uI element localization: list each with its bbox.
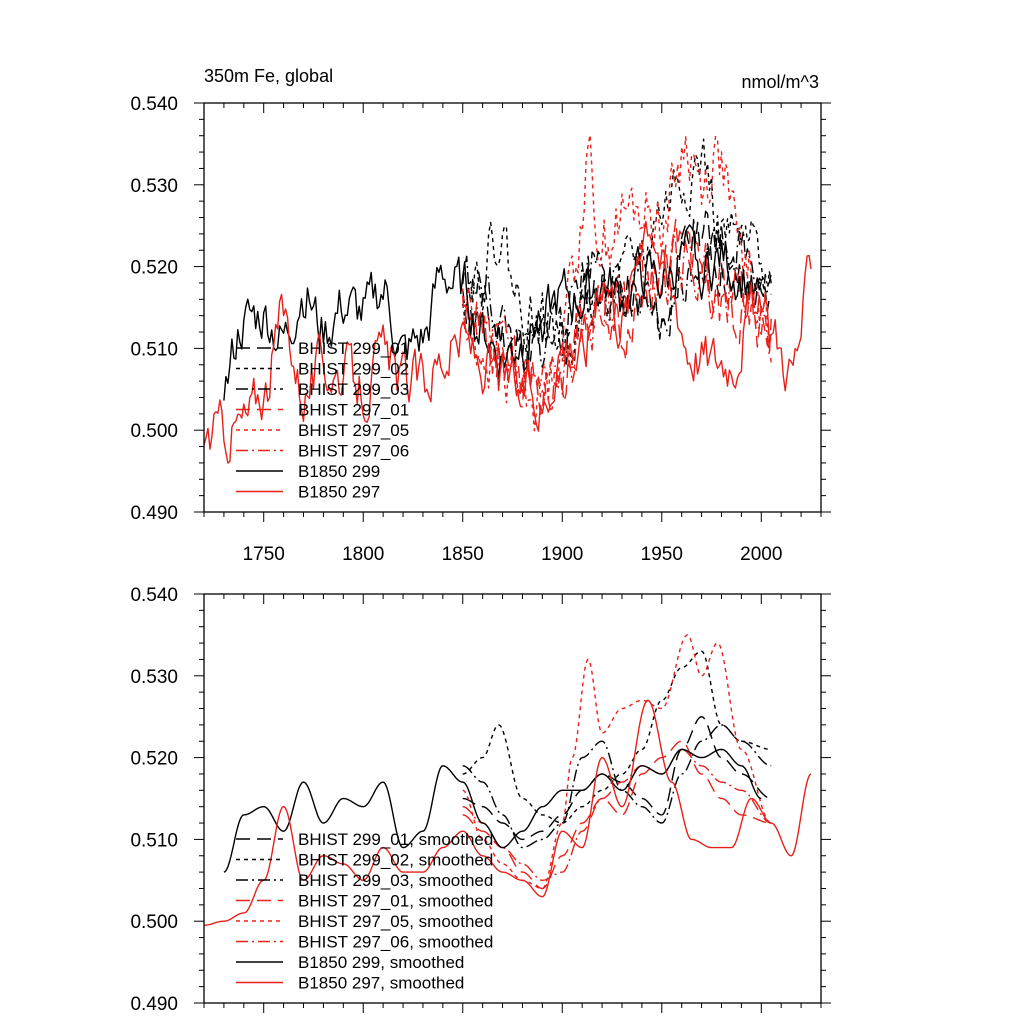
series-line-2 bbox=[462, 650, 772, 824]
legend-label: BHIST 299_01, smoothed bbox=[298, 830, 493, 849]
series-lines bbox=[204, 134, 812, 464]
y-tick-label: 0.490 bbox=[130, 503, 178, 524]
y-tick-label: 0.540 bbox=[130, 585, 178, 606]
legend-label: B1850 299 bbox=[298, 462, 380, 481]
x-tick-label: 1750 bbox=[243, 544, 285, 565]
x-tick-label: 1900 bbox=[541, 544, 583, 565]
series-line-5 bbox=[462, 634, 772, 890]
series-line-3 bbox=[462, 724, 772, 849]
series-line-1 bbox=[462, 210, 772, 376]
y-tick-label: 0.530 bbox=[130, 667, 178, 688]
legend-label: BHIST 297_05 bbox=[298, 421, 409, 440]
legend-label: BHIST 297_06 bbox=[298, 442, 409, 461]
series-lines bbox=[204, 634, 812, 926]
legend-label: B1850 299, smoothed bbox=[298, 953, 464, 972]
y-tick-label: 0.500 bbox=[130, 912, 178, 933]
legend-label: BHIST 299_02, smoothed bbox=[298, 851, 493, 870]
units-label: nmol/m^3 bbox=[742, 72, 819, 92]
bottom-panel: 0.490 0.500 0.510 0.520 0.530 0.540 BHIST 299_… bbox=[130, 585, 831, 1015]
series-line-8 bbox=[204, 699, 812, 926]
y-tick-label: 0.520 bbox=[130, 749, 178, 770]
series-line-6 bbox=[462, 748, 772, 881]
x-tick-label: 1850 bbox=[442, 544, 484, 565]
legend-label: BHIST 297_06, smoothed bbox=[298, 933, 493, 952]
x-tick-label: 1800 bbox=[342, 544, 384, 565]
y-tick-label: 0.530 bbox=[130, 176, 178, 197]
legend-label: BHIST 299_03, smoothed bbox=[298, 871, 493, 890]
series-line-8 bbox=[204, 220, 812, 464]
x-tick-label: 2000 bbox=[740, 544, 782, 565]
legend-label: B1850 297, smoothed bbox=[298, 974, 464, 993]
plot-frame bbox=[203, 593, 822, 1004]
y-tick-label: 0.490 bbox=[130, 994, 178, 1015]
top-panel: 0.490 0.500 0.510 0.520 0.530 0.540 1750 1800 18… bbox=[130, 66, 831, 565]
legend-label: BHIST 297_05, smoothed bbox=[298, 912, 493, 931]
plot-frame bbox=[203, 102, 822, 513]
series-line-1 bbox=[462, 716, 772, 841]
series-line-2 bbox=[462, 138, 772, 366]
legend-label: BHIST 299_03 bbox=[298, 380, 409, 399]
legend-label: BHIST 299_02 bbox=[298, 360, 409, 379]
y-tick-label: 0.510 bbox=[130, 339, 178, 360]
x-tick-label: 1950 bbox=[641, 544, 683, 565]
y-tick-label: 0.520 bbox=[130, 258, 178, 279]
series-line-7 bbox=[223, 224, 762, 401]
plot-title: 350m Fe, global bbox=[204, 66, 333, 86]
y-tick-label: 0.500 bbox=[130, 421, 178, 442]
y-tick-label: 0.510 bbox=[130, 830, 178, 851]
y-tick-label: 0.540 bbox=[130, 94, 178, 115]
legend-label: BHIST 297_01 bbox=[298, 401, 409, 420]
legend-label: BHIST 299_01 bbox=[298, 339, 409, 358]
series-line-4 bbox=[462, 740, 772, 890]
legend: BHIST 299_01, smoothed BHIST 299_02, smoo… bbox=[236, 830, 493, 993]
legend-label: BHIST 297_01, smoothed bbox=[298, 892, 493, 911]
series-line-7 bbox=[223, 748, 762, 873]
series-line-4 bbox=[462, 218, 772, 415]
legend-label: B1850 297 bbox=[298, 483, 380, 502]
